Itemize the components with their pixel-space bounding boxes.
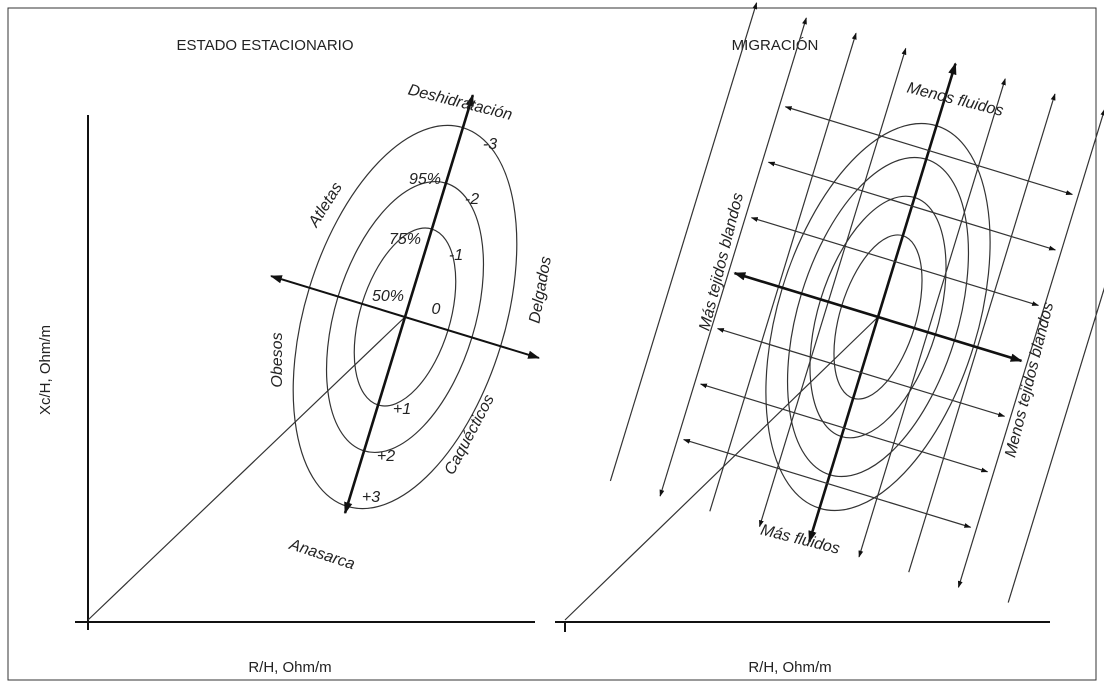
- left-panel: ESTADO ESTACIONARIO R/H, Ohm/m Xc/H, Ohm…: [37, 37, 555, 676]
- fluid-line: [957, 108, 1104, 589]
- right-panel: MIGRACIÓN R/H, Ohm/m Menos fluidos Más f…: [555, 2, 1104, 676]
- percentile-label: 95%: [409, 171, 441, 188]
- x-axis-label: R/H, Ohm/m: [248, 659, 331, 676]
- lower-left-label: Obesos: [269, 332, 286, 387]
- fluid-line: [659, 17, 807, 497]
- percentile-label: 75%: [389, 231, 421, 248]
- z-score-label: -2: [465, 191, 479, 208]
- minor-axis: [269, 275, 541, 359]
- tissue-line: [767, 161, 1057, 251]
- tissue-line: [699, 383, 989, 473]
- panel-title: MIGRACIÓN: [732, 37, 819, 54]
- tolerance-ellipses: [269, 93, 541, 515]
- z-score-label: -3: [483, 136, 497, 153]
- tissue-line: [784, 106, 1073, 196]
- upper-right-label: Delgados: [526, 255, 554, 325]
- panel-title: ESTADO ESTACIONARIO: [177, 37, 354, 54]
- z-score-label: +1: [393, 401, 411, 418]
- tissue-line: [683, 438, 972, 528]
- fluid-line: [1007, 124, 1104, 603]
- migration-grid: [609, 2, 1104, 603]
- top-label: Menos fluidos: [905, 80, 1005, 120]
- z-score-label: +3: [362, 489, 380, 506]
- z-score-label: 0: [432, 301, 441, 318]
- right-label: Menos tejidos blandos: [1002, 301, 1057, 460]
- tissue-axis: [733, 271, 1023, 363]
- y-axis-label: Xc/H, Ohm/m: [37, 325, 54, 415]
- top-label: Deshidratación: [406, 82, 514, 124]
- percentile-label: 50%: [372, 288, 404, 305]
- bottom-label: Más fluidos: [759, 522, 842, 558]
- z-score-label: +2: [377, 448, 395, 465]
- lower-right-label: Caquécticos: [442, 392, 498, 478]
- left-label: Más tejidos blandos: [696, 191, 747, 332]
- upper-left-label: Atletas: [305, 180, 346, 231]
- z-score-label: -1: [449, 247, 463, 264]
- fluid-line: [709, 32, 857, 512]
- x-axis-label: R/H, Ohm/m: [748, 659, 831, 676]
- bottom-label: Anasarca: [286, 536, 357, 573]
